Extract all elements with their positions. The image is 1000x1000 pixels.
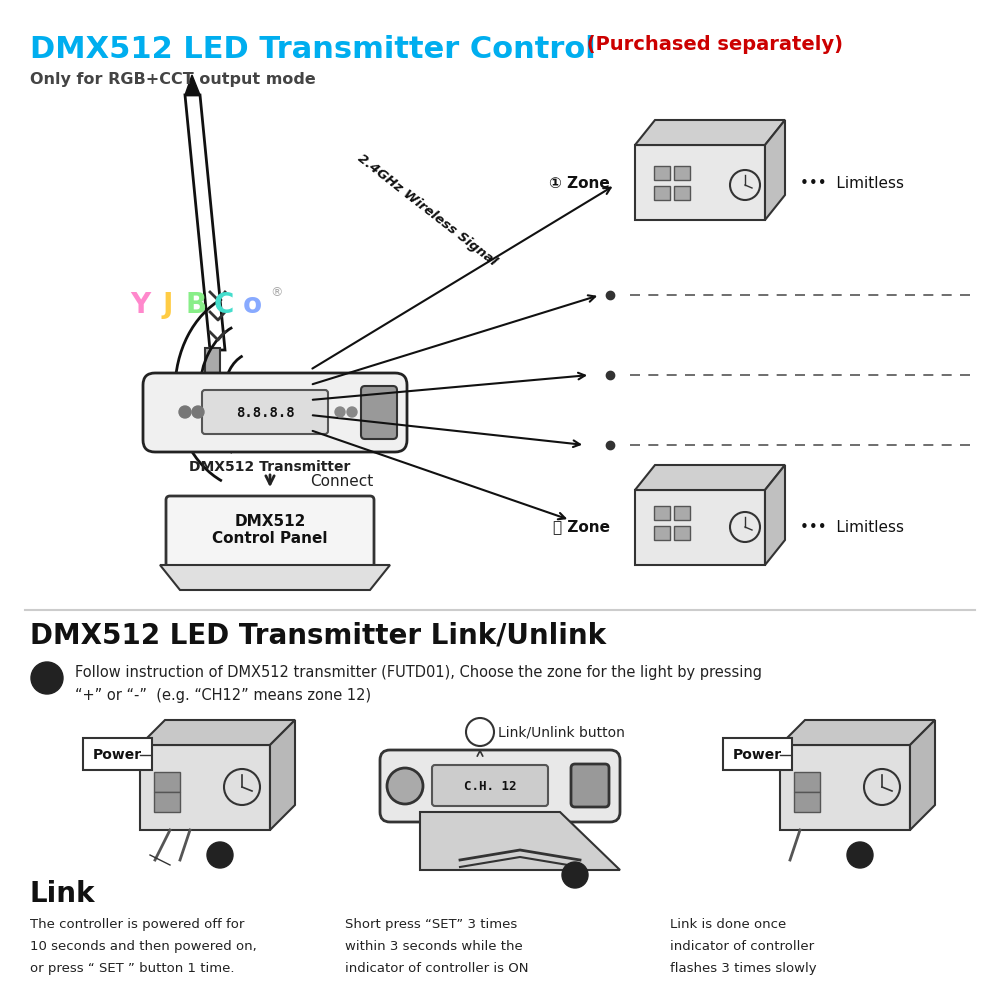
- Text: 1: 1: [42, 670, 52, 686]
- FancyBboxPatch shape: [154, 772, 180, 792]
- FancyBboxPatch shape: [654, 526, 670, 540]
- Text: DMX512 LED Transmitter Link/Unlink: DMX512 LED Transmitter Link/Unlink: [30, 622, 606, 650]
- FancyBboxPatch shape: [674, 186, 690, 200]
- FancyBboxPatch shape: [794, 792, 820, 812]
- Text: indicator of controller is ON: indicator of controller is ON: [345, 962, 528, 975]
- Polygon shape: [160, 565, 390, 590]
- Text: Follow instruction of DMX512 transmitter (FUTD01), Choose the zone for the light: Follow instruction of DMX512 transmitter…: [75, 665, 762, 680]
- Circle shape: [347, 407, 357, 417]
- Text: or press “ SET ” button 1 time.: or press “ SET ” button 1 time.: [30, 962, 234, 975]
- Text: ① Zone: ① Zone: [549, 176, 610, 190]
- Text: DMX512 Transmitter: DMX512 Transmitter: [189, 460, 351, 474]
- Text: DMX512
Control Panel: DMX512 Control Panel: [212, 514, 328, 546]
- Text: Link/Unlink button: Link/Unlink button: [498, 725, 625, 739]
- Circle shape: [192, 406, 204, 418]
- FancyBboxPatch shape: [140, 745, 270, 830]
- Text: indicator of controller: indicator of controller: [670, 940, 814, 953]
- Text: C: C: [214, 291, 234, 319]
- Text: B: B: [185, 291, 207, 319]
- Text: Link: Link: [30, 880, 96, 908]
- Circle shape: [335, 407, 345, 417]
- Text: within 3 seconds while the: within 3 seconds while the: [345, 940, 523, 953]
- FancyBboxPatch shape: [674, 526, 690, 540]
- Text: •••  Limitless: ••• Limitless: [800, 520, 904, 534]
- FancyBboxPatch shape: [635, 490, 765, 565]
- FancyBboxPatch shape: [83, 738, 152, 770]
- Text: SET: SET: [471, 728, 489, 736]
- Polygon shape: [420, 812, 620, 870]
- FancyBboxPatch shape: [674, 166, 690, 180]
- FancyBboxPatch shape: [674, 506, 690, 520]
- Text: C.H. 12: C.H. 12: [464, 780, 516, 792]
- Text: ③: ③: [569, 868, 581, 882]
- FancyBboxPatch shape: [205, 348, 220, 373]
- Polygon shape: [765, 120, 785, 220]
- Text: J: J: [163, 291, 173, 319]
- FancyBboxPatch shape: [571, 764, 609, 807]
- Polygon shape: [910, 720, 935, 830]
- Circle shape: [466, 718, 494, 746]
- Circle shape: [562, 862, 588, 888]
- Text: Power: Power: [92, 748, 142, 762]
- FancyBboxPatch shape: [723, 738, 792, 770]
- FancyBboxPatch shape: [654, 186, 670, 200]
- Text: “+” or “-”  (e.g. “CH12” means zone 12): “+” or “-” (e.g. “CH12” means zone 12): [75, 688, 371, 703]
- Polygon shape: [185, 95, 225, 350]
- Polygon shape: [765, 465, 785, 565]
- Polygon shape: [780, 720, 935, 745]
- Polygon shape: [635, 120, 785, 145]
- FancyBboxPatch shape: [654, 166, 670, 180]
- FancyBboxPatch shape: [780, 745, 910, 830]
- Text: ⑯ Zone: ⑯ Zone: [553, 520, 610, 534]
- Polygon shape: [140, 720, 295, 745]
- Text: Y: Y: [130, 291, 150, 319]
- Circle shape: [387, 768, 423, 804]
- Text: Only for RGB+CCT output mode: Only for RGB+CCT output mode: [30, 72, 316, 87]
- Polygon shape: [185, 75, 200, 95]
- FancyBboxPatch shape: [361, 386, 397, 439]
- FancyBboxPatch shape: [794, 772, 820, 792]
- Text: •••  Limitless: ••• Limitless: [800, 176, 904, 190]
- FancyBboxPatch shape: [380, 750, 620, 822]
- FancyBboxPatch shape: [166, 496, 374, 569]
- Polygon shape: [635, 465, 785, 490]
- Text: flashes 3 times slowly: flashes 3 times slowly: [670, 962, 817, 975]
- Circle shape: [31, 662, 63, 694]
- FancyBboxPatch shape: [654, 506, 670, 520]
- Text: (Purchased separately): (Purchased separately): [580, 35, 843, 54]
- Circle shape: [207, 842, 233, 868]
- FancyBboxPatch shape: [143, 373, 407, 452]
- Text: 2.4GHz Wireless Signal: 2.4GHz Wireless Signal: [355, 152, 499, 268]
- Circle shape: [847, 842, 873, 868]
- Text: o: o: [242, 291, 262, 319]
- Text: 10 seconds and then powered on,: 10 seconds and then powered on,: [30, 940, 257, 953]
- Text: Short press “SET” 3 times: Short press “SET” 3 times: [345, 918, 517, 931]
- Text: Power: Power: [732, 748, 782, 762]
- Text: 8.8.8.8: 8.8.8.8: [236, 406, 294, 420]
- FancyBboxPatch shape: [432, 765, 548, 806]
- Circle shape: [179, 406, 191, 418]
- Text: The controller is powered off for: The controller is powered off for: [30, 918, 244, 931]
- Text: Connect: Connect: [310, 474, 373, 488]
- Text: ②: ②: [214, 848, 226, 861]
- Polygon shape: [270, 720, 295, 830]
- Text: ®: ®: [270, 286, 283, 300]
- FancyBboxPatch shape: [635, 145, 765, 220]
- Text: ④: ④: [854, 848, 866, 861]
- FancyBboxPatch shape: [202, 390, 328, 434]
- FancyBboxPatch shape: [154, 792, 180, 812]
- Text: DMX512 LED Transmitter Control: DMX512 LED Transmitter Control: [30, 35, 596, 64]
- Text: Link is done once: Link is done once: [670, 918, 786, 931]
